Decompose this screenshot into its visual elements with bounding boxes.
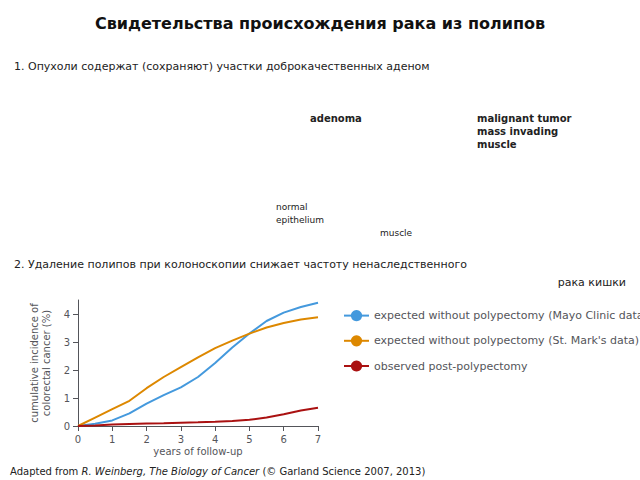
svg-text:R. Weinberg, The Biology of Ca: R. Weinberg, The Biology of Cancer bbox=[82, 466, 261, 477]
svg-text:3: 3 bbox=[64, 337, 70, 348]
svg-text:2: 2 bbox=[143, 434, 149, 445]
svg-text:Свидетельства происхождения ра: Свидетельства происхождения рака из поли… bbox=[95, 14, 545, 33]
svg-text:(© Garland Science 2007, 2013): (© Garland Science 2007, 2013) bbox=[259, 466, 425, 477]
svg-text:1: 1 bbox=[109, 434, 115, 445]
svg-text:expected without polypectomy (: expected without polypectomy (Mayo Clini… bbox=[374, 309, 640, 322]
svg-text:1: 1 bbox=[64, 393, 70, 404]
svg-text:Adapted from: Adapted from bbox=[10, 466, 82, 477]
svg-text:4: 4 bbox=[64, 309, 70, 320]
svg-text:2: 2 bbox=[64, 365, 70, 376]
svg-text:adenoma: adenoma bbox=[310, 113, 362, 124]
svg-text:normal: normal bbox=[276, 202, 308, 212]
svg-text:observed post-polypectomy: observed post-polypectomy bbox=[374, 360, 528, 373]
svg-text:expected without polypectomy (: expected without polypectomy (St. Mark's… bbox=[374, 334, 639, 347]
svg-text:1. Опухоли содержат (сохраняют: 1. Опухоли содержат (сохраняют) участки … bbox=[14, 60, 430, 73]
svg-text:5: 5 bbox=[246, 434, 252, 445]
svg-text:colorectal cancer (%): colorectal cancer (%) bbox=[41, 310, 52, 416]
svg-text:3: 3 bbox=[178, 434, 184, 445]
svg-text:muscle: muscle bbox=[380, 228, 413, 238]
svg-text:6: 6 bbox=[281, 434, 287, 445]
svg-text:рака кишки: рака кишки bbox=[558, 276, 626, 289]
svg-text:epithelium: epithelium bbox=[276, 215, 324, 225]
svg-text:mass invading: mass invading bbox=[477, 126, 558, 137]
svg-text:cumulative incidence of: cumulative incidence of bbox=[29, 303, 40, 423]
svg-text:2. Удаление полипов при колоно: 2. Удаление полипов при колоноскопии сни… bbox=[14, 258, 467, 271]
svg-text:7: 7 bbox=[315, 434, 321, 445]
svg-text:4: 4 bbox=[212, 434, 218, 445]
svg-text:malignant tumor: malignant tumor bbox=[477, 113, 572, 124]
svg-text:0: 0 bbox=[75, 434, 81, 445]
svg-text:muscle: muscle bbox=[477, 139, 517, 150]
svg-text:years of follow-up: years of follow-up bbox=[153, 446, 242, 457]
svg-text:0: 0 bbox=[64, 421, 70, 432]
